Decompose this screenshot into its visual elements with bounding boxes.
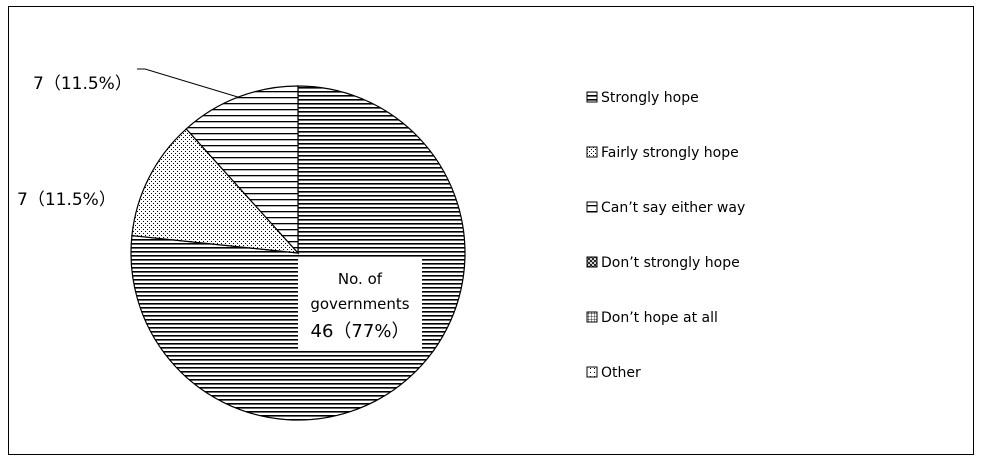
chart-frame: 7（11.5%） 7（11.5%） No. of governments 46（77%… xyxy=(8,6,974,455)
legend-swatch-6 xyxy=(586,366,598,378)
center-label-line-2: governments xyxy=(310,295,409,313)
slice-label-3: 7（11.5%） xyxy=(33,74,132,94)
leader-lines xyxy=(137,68,239,98)
center-label-background xyxy=(298,259,422,351)
legend-swatch-1 xyxy=(586,91,598,103)
pie-slice-2 xyxy=(131,128,300,254)
legend-label-1: Strongly hope xyxy=(601,90,699,106)
legend-label-2: Fairly strongly hope xyxy=(601,145,739,161)
center-label-line-3: 46（77%） xyxy=(311,321,410,342)
pie-slices xyxy=(130,85,466,421)
center-label-line-1: No. of xyxy=(338,270,383,288)
legend-swatch-2 xyxy=(586,146,598,158)
legend-swatch-4 xyxy=(586,256,598,268)
slice-labels: 7（11.5%） 7（11.5%） xyxy=(17,74,132,210)
chart-legend: Strongly hope Fairly strongly hope Can’t s… xyxy=(586,90,745,381)
legend-label-5: Don’t hope at all xyxy=(601,310,718,326)
center-label-box: No. of governments 46（77%） xyxy=(298,259,422,351)
legend-label-3: Can’t say either way xyxy=(601,200,745,216)
legend-label-6: Other xyxy=(601,365,641,381)
pie-chart: 7（11.5%） 7（11.5%） No. of governments 46（77%… xyxy=(17,68,745,421)
slice-label-2: 7（11.5%） xyxy=(17,190,116,210)
leader-line-3 xyxy=(137,68,239,98)
legend-swatch-3 xyxy=(586,201,598,213)
legend-label-4: Don’t strongly hope xyxy=(601,255,740,271)
legend-swatch-5 xyxy=(586,311,598,323)
